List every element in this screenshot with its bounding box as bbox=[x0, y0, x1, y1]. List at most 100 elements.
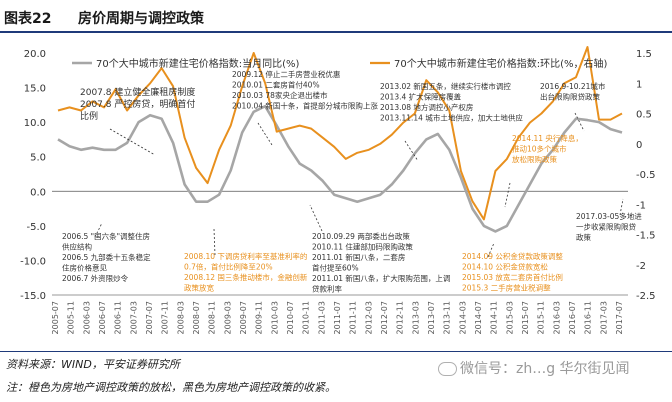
x-tick-label: 2006-03 bbox=[82, 301, 91, 334]
annotation-line: 2011.01 新国八条，二套房 bbox=[312, 252, 405, 262]
x-tick-label: 2016-07 bbox=[568, 301, 577, 334]
annotation-line: 2013.08 地方调控小产权房 bbox=[380, 102, 473, 112]
annotation-line: 2009.12 停止二手房营业税优惠 bbox=[232, 69, 341, 79]
annotation-pointer bbox=[309, 204, 323, 232]
left-tick-label: -5.0 bbox=[26, 222, 46, 233]
title-bar: 图表22 房价周期与调控政策 bbox=[0, 0, 672, 31]
x-axis: 2005-07 2005-11 2006-03 2006-07 2006-11 2007-… bbox=[51, 301, 624, 334]
x-tick-label: 2006-07 bbox=[98, 301, 107, 334]
x-tick-label: 2017-07 bbox=[615, 301, 624, 334]
annotation-line: 2007.8 严控房贷，明确首付 bbox=[80, 98, 195, 110]
x-tick-label: 2013-07 bbox=[427, 301, 436, 334]
x-tick-label: 2017-03 bbox=[599, 301, 608, 334]
figure-number: 图表22 bbox=[4, 11, 52, 27]
yoy-series-line bbox=[57, 104, 623, 233]
x-tick-label: 2008-11 bbox=[208, 301, 217, 334]
annotation-pointer bbox=[487, 242, 495, 258]
right-tick-label: -0.5 bbox=[636, 170, 656, 181]
x-tick-label: 2010-07 bbox=[286, 301, 295, 334]
x-tick-label: 2011-07 bbox=[333, 301, 342, 334]
x-tick-label: 2012-03 bbox=[364, 301, 373, 334]
annotation-line: 一步收紧限购限贷 bbox=[576, 222, 636, 232]
annotation-line: 2010.04 新国十条，首提部分城市限购上涨 bbox=[232, 101, 378, 111]
x-tick-label: 2007-03 bbox=[129, 301, 138, 334]
annotation-line: 2010.03 78家央企退出楼市 bbox=[232, 90, 328, 100]
x-tick-label: 2014-07 bbox=[474, 301, 483, 334]
x-tick-label: 2014-03 bbox=[458, 301, 467, 334]
x-tick-label: 2012-11 bbox=[396, 301, 405, 334]
annotation-line: 2006.5 九部委十五条稳定 bbox=[62, 252, 151, 262]
annotation-pointer bbox=[619, 198, 624, 216]
chart: 20.0 15.0 10.0 5.0 0.0 -5.0 -10.0 -15.0 1.5 1 0.5… bbox=[20, 46, 656, 334]
watermark: 微信号：zh…g 华尔街见闻 bbox=[460, 361, 630, 377]
source-note: 资料来源：WIND，平安证券研究所 bbox=[6, 358, 180, 371]
annotation-line: 比例 bbox=[80, 110, 98, 122]
annotation-line: 推动10多个城市 bbox=[512, 144, 567, 154]
legend-label-mom: 70个大中城市新建住宅价格指数:环比(%，右轴) bbox=[394, 57, 607, 70]
annotation-pointer bbox=[257, 122, 273, 146]
annotation-line: 政策放宽 bbox=[184, 283, 214, 293]
left-y-axis: 20.0 15.0 10.0 5.0 0.0 -5.0 -10.0 -15.0 bbox=[20, 49, 46, 302]
legend-label-yoy: 70个大中城市新建住宅价格指数:当月同比(%) bbox=[96, 57, 299, 70]
x-tick-label: 2007-11 bbox=[161, 301, 170, 334]
left-tick-label: 20.0 bbox=[24, 49, 46, 60]
x-tick-label: 2010-11 bbox=[302, 301, 311, 334]
annotation-line: 首付提至60% bbox=[312, 263, 359, 273]
annotation-line: 2008.12 国三条推动楼市，金融创新 bbox=[184, 272, 308, 282]
x-tick-label: 2016-03 bbox=[552, 301, 561, 334]
x-tick-label: 2015-03 bbox=[505, 301, 514, 334]
annotation-line: 放松限购政策 bbox=[512, 154, 557, 164]
annotation-line: 2014.09 公积金贷款政策调整 bbox=[462, 251, 563, 261]
gridlines bbox=[52, 190, 628, 296]
annotation-line: 政策 bbox=[576, 232, 591, 242]
left-tick-label: 10.0 bbox=[24, 118, 46, 129]
annotation-line: 2010.11 住建部加码限购政策 bbox=[312, 242, 413, 252]
annotation-line: 2008.10 下调房贷利率至基准利率的 bbox=[184, 251, 307, 261]
x-tick-label: 2008-03 bbox=[176, 301, 185, 334]
x-tick-label: 2009-11 bbox=[255, 301, 264, 334]
legend: 70个大中城市新建住宅价格指数:当月同比(%) 70个大中城市新建住宅价格指数:环… bbox=[72, 57, 607, 70]
right-tick-label: -1.5 bbox=[636, 231, 656, 242]
annotation-line: 2011.01 新国八条，扩大限购范围，上调 bbox=[312, 273, 450, 283]
left-tick-label: -15.0 bbox=[20, 291, 46, 302]
left-tick-label: 5.0 bbox=[30, 153, 46, 164]
x-tick-label: 2007-07 bbox=[145, 301, 154, 334]
footer-rule bbox=[0, 351, 672, 352]
x-tick-label: 2014-11 bbox=[490, 301, 499, 334]
x-tick-label: 2011-11 bbox=[349, 301, 358, 334]
annotation-pointer bbox=[109, 128, 156, 156]
annotation-line: 0.7倍，首付比例降至20% bbox=[184, 262, 273, 272]
left-tick-label: 0.0 bbox=[30, 187, 46, 198]
annotation-line: 2010.01 二套房首付40% bbox=[232, 80, 320, 90]
series-lines bbox=[57, 46, 623, 233]
annotation-pointer bbox=[94, 222, 103, 238]
annotation-line: 贷款利率 bbox=[312, 284, 342, 294]
wechat-icon bbox=[438, 362, 457, 376]
x-tick-label: 2006-11 bbox=[114, 301, 123, 334]
right-tick-label: -2 bbox=[636, 261, 646, 272]
x-tick-label: 2013-11 bbox=[443, 301, 452, 334]
annotation-line: 2015.3 二手房营业税调整 bbox=[462, 283, 551, 293]
right-y-axis: 1.5 1 0.5 0 -0.5 -1 -1.5 -2 -2.5 bbox=[636, 49, 656, 302]
x-tick-label: 2005-11 bbox=[67, 301, 76, 334]
x-tick-label: 2015-11 bbox=[537, 301, 546, 334]
x-tick-label: 2015-07 bbox=[521, 301, 530, 334]
left-tick-label: -10.0 bbox=[20, 256, 46, 267]
x-tick-label: 2010-03 bbox=[270, 301, 279, 334]
annotation-line: 2017.03-05多地进 bbox=[576, 211, 642, 221]
right-tick-label: -2.5 bbox=[636, 291, 656, 302]
right-tick-label: 1 bbox=[636, 79, 642, 90]
annotation-pointer bbox=[504, 182, 511, 208]
x-tick-label: 2005-07 bbox=[51, 301, 60, 334]
title-rule bbox=[0, 31, 672, 33]
mom-series-line bbox=[57, 46, 623, 221]
color-legend-note: 注：橙色为房地产调控政策的放松，黑色为房地产调控政策的收紧。 bbox=[6, 381, 336, 394]
annotation-line: 2013.11.14 城市土地供应，加大土地供应 bbox=[380, 113, 523, 123]
x-tick-label: 2009-03 bbox=[223, 301, 232, 334]
right-tick-label: -1 bbox=[636, 200, 646, 211]
annotation-line: 2013.4 扩大保障房覆盖 bbox=[380, 92, 462, 102]
annotation-line: 2014.11 央行降息， bbox=[512, 133, 583, 143]
annotation-line: 出台限购限贷政策 bbox=[540, 92, 600, 102]
annotation-line: 2006.7 外资限炒令 bbox=[62, 273, 129, 283]
